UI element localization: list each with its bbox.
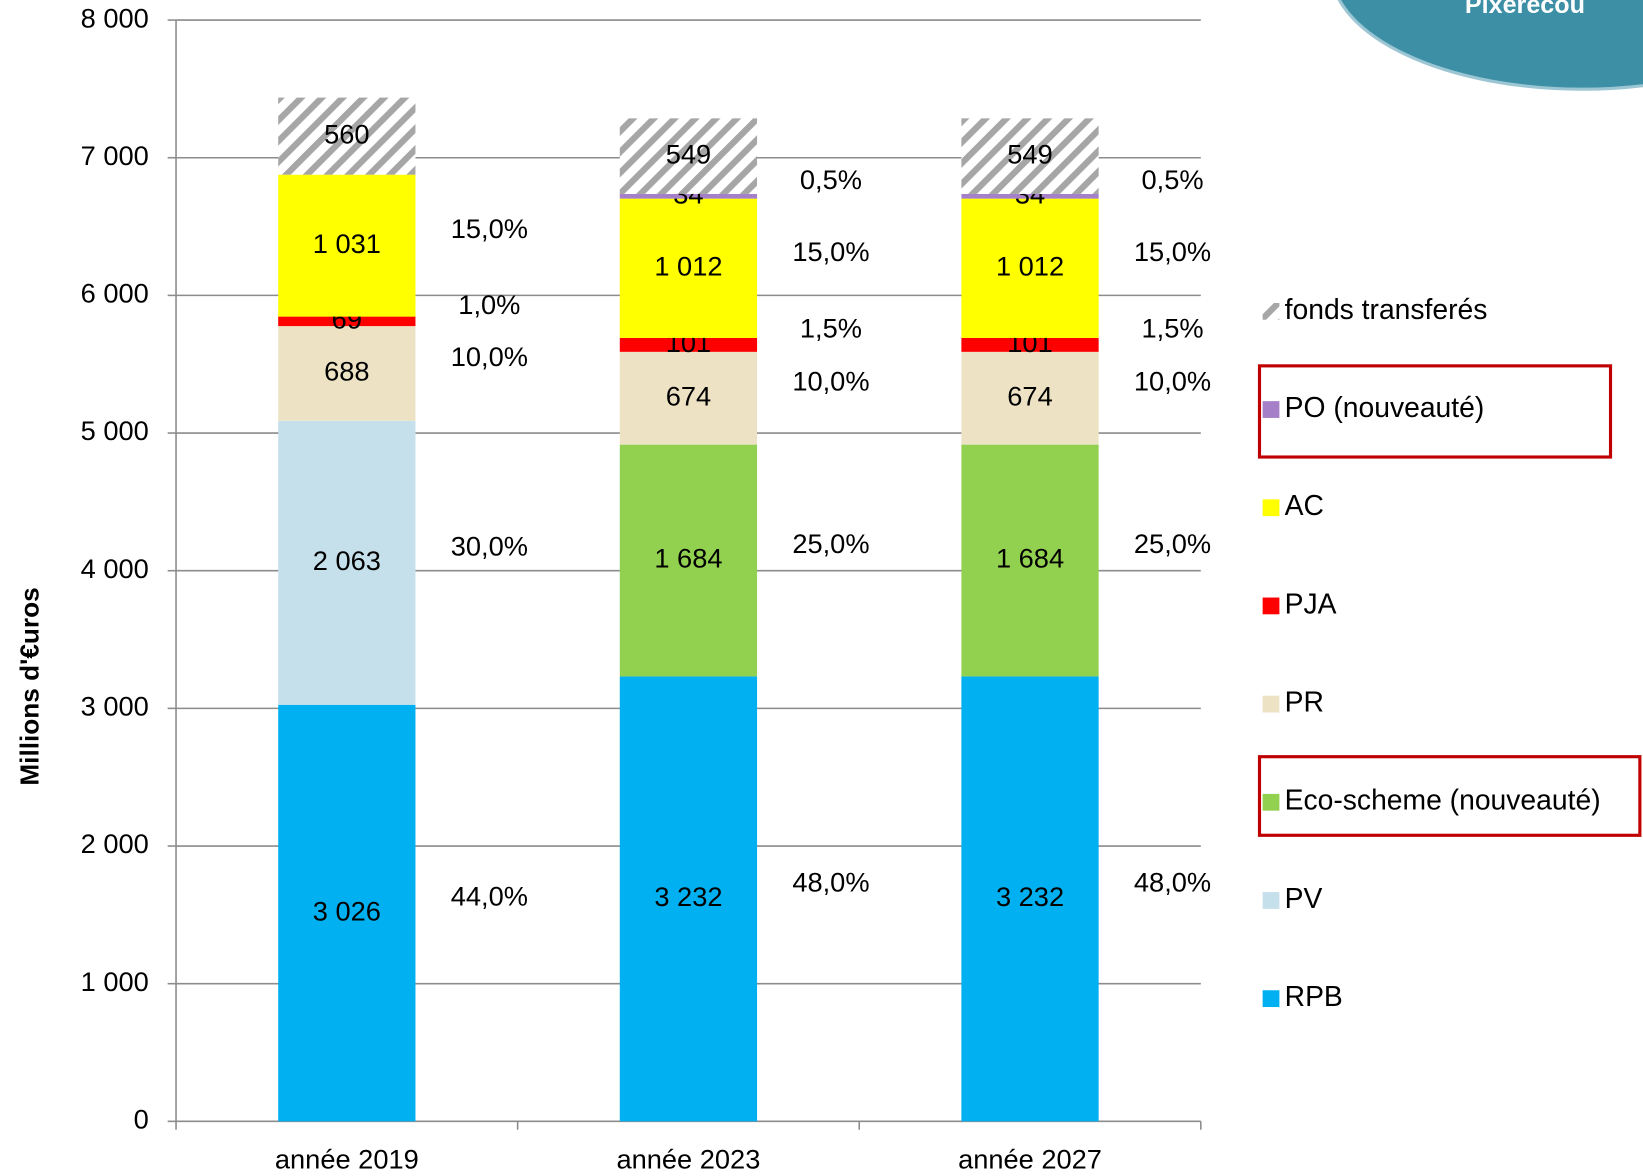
value-label: 549 bbox=[1007, 138, 1052, 169]
bar-segment bbox=[619, 193, 758, 199]
share-label: 10,0% bbox=[451, 341, 528, 372]
share-label: 1,5% bbox=[1141, 312, 1203, 343]
legend-swatch bbox=[1262, 401, 1280, 418]
share-label: 1,0% bbox=[458, 289, 520, 320]
bar-segment bbox=[961, 118, 1099, 194]
share-label: 15,0% bbox=[1134, 236, 1211, 267]
value-label: 1 684 bbox=[654, 543, 722, 574]
legend-swatch bbox=[1262, 793, 1280, 811]
legend-label: AC bbox=[1285, 489, 1324, 521]
y-tick-label: 4 000 bbox=[81, 553, 149, 584]
x-tick-label: année 2023 bbox=[616, 1143, 760, 1174]
highlight-box bbox=[1257, 364, 1613, 459]
value-label: 3 232 bbox=[654, 881, 722, 912]
value-label: 674 bbox=[666, 380, 711, 411]
share-label: 48,0% bbox=[1134, 866, 1211, 897]
y-tick-label: 5 000 bbox=[81, 415, 149, 446]
y-tick-label: 7 000 bbox=[81, 140, 149, 171]
legend-label: PV bbox=[1285, 882, 1323, 914]
value-label: 3 026 bbox=[313, 895, 381, 926]
y-tick-label: 0 bbox=[134, 1104, 149, 1135]
legend-label: PR bbox=[1285, 686, 1324, 718]
legend-swatch bbox=[1262, 597, 1280, 615]
bar-segment bbox=[278, 704, 416, 1122]
legend-swatch bbox=[1262, 302, 1280, 320]
value-label: 2 063 bbox=[313, 545, 381, 576]
bar-segment bbox=[961, 198, 1099, 338]
value-label: 1 684 bbox=[996, 543, 1064, 574]
y-tick-label: 1 000 bbox=[81, 966, 149, 997]
share-label: 1,5% bbox=[800, 312, 862, 343]
watermark: Pixerécou bbox=[1465, 0, 1585, 19]
legend-label: PO (nouveauté) bbox=[1285, 391, 1485, 423]
bar-segment bbox=[619, 118, 758, 194]
corner-badge bbox=[1337, 0, 1643, 91]
share-label: 48,0% bbox=[792, 866, 869, 897]
bar-segment bbox=[619, 198, 758, 338]
value-label: 674 bbox=[1007, 380, 1052, 411]
value-label: 549 bbox=[666, 138, 711, 169]
legend-label: fonds transferés bbox=[1285, 293, 1488, 325]
legend-label: Eco-scheme (nouveauté) bbox=[1285, 784, 1601, 816]
value-label: 1 031 bbox=[313, 228, 381, 259]
bar-segment bbox=[278, 420, 416, 705]
bar-segment bbox=[278, 174, 416, 317]
bar-segment bbox=[278, 97, 416, 175]
y-tick-label: 2 000 bbox=[81, 828, 149, 859]
share-label: 25,0% bbox=[1134, 528, 1211, 559]
bar-segment bbox=[619, 337, 758, 352]
share-label: 0,5% bbox=[800, 164, 862, 195]
share-label: 10,0% bbox=[792, 366, 869, 397]
y-axis-label: Millions d'€uros bbox=[14, 587, 44, 785]
legend-swatch bbox=[1262, 990, 1280, 1008]
bar-segment bbox=[278, 326, 416, 421]
bar-segment bbox=[619, 351, 758, 445]
share-label: 15,0% bbox=[451, 213, 528, 244]
y-tick-label: 8 000 bbox=[81, 2, 149, 33]
legend-swatch bbox=[1262, 499, 1280, 517]
value-label: 1 012 bbox=[996, 250, 1064, 281]
bar-segment bbox=[619, 676, 758, 1122]
x-tick-label: année 2019 bbox=[275, 1143, 419, 1174]
x-tick-label: année 2027 bbox=[958, 1143, 1102, 1174]
bar-segment bbox=[619, 444, 758, 677]
share-label: 25,0% bbox=[792, 528, 869, 559]
legend-label: RPB bbox=[1285, 980, 1343, 1012]
y-tick-label: 3 000 bbox=[81, 691, 149, 722]
bar-segment bbox=[961, 444, 1099, 677]
share-label: 10,0% bbox=[1134, 366, 1211, 397]
bar-segment bbox=[278, 316, 416, 327]
bar-segment bbox=[961, 337, 1099, 352]
highlight-box bbox=[1257, 755, 1642, 837]
bar-segment bbox=[961, 351, 1099, 445]
share-label: 0,5% bbox=[1141, 164, 1203, 195]
share-label: 30,0% bbox=[451, 530, 528, 561]
value-label: 560 bbox=[324, 118, 369, 149]
legend-swatch bbox=[1262, 695, 1280, 713]
bar-segment bbox=[961, 193, 1099, 199]
bar-segment bbox=[961, 676, 1099, 1122]
value-label: 688 bbox=[324, 356, 369, 387]
legend-label: PJA bbox=[1285, 587, 1337, 619]
share-label: 15,0% bbox=[792, 236, 869, 267]
value-label: 1 012 bbox=[654, 250, 722, 281]
legend-swatch bbox=[1262, 892, 1280, 909]
y-tick-label: 6 000 bbox=[81, 278, 149, 309]
share-label: 44,0% bbox=[451, 881, 528, 912]
value-label: 3 232 bbox=[996, 881, 1064, 912]
